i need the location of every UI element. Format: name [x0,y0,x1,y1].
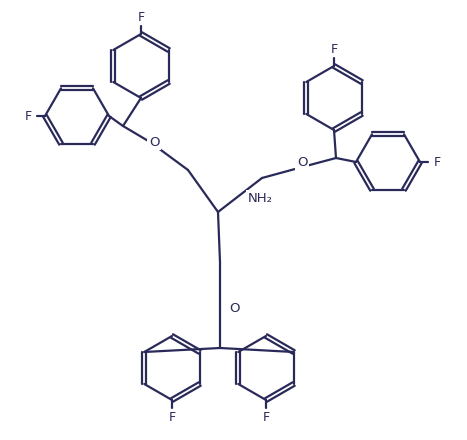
Text: F: F [331,43,338,55]
Text: O: O [229,301,239,315]
Text: F: F [24,110,32,122]
Text: F: F [169,411,176,423]
Text: F: F [137,11,145,23]
Text: F: F [433,155,440,169]
Text: O: O [149,136,159,149]
Text: O: O [297,155,307,169]
Text: NH₂: NH₂ [248,191,273,205]
Text: F: F [262,411,269,423]
